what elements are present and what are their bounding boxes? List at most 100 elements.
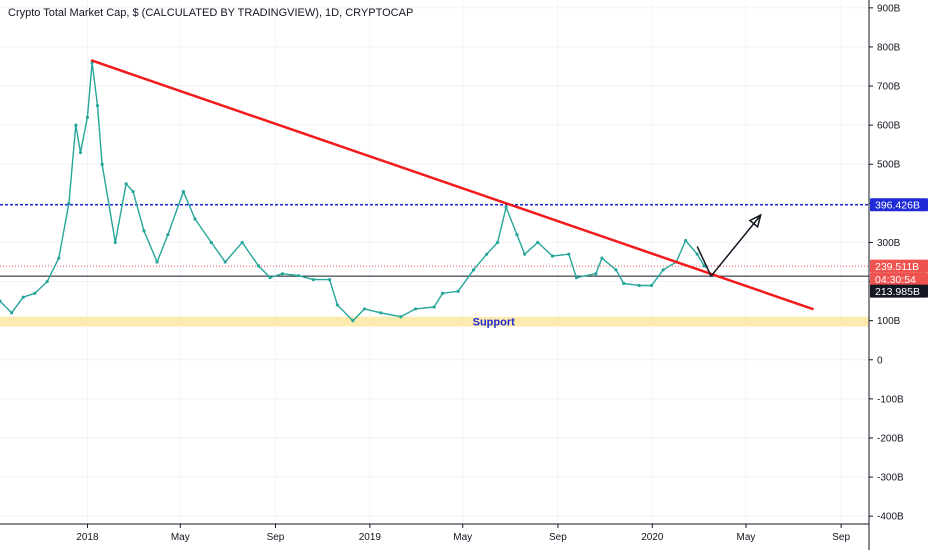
support-badge-label: 213.985B: [875, 286, 920, 298]
price-series-point: [600, 256, 604, 260]
price-series-point: [441, 291, 445, 295]
price-axis-tick-label: -300B: [877, 473, 904, 484]
price-series-point: [256, 264, 261, 268]
price-series-layer: [0, 60, 708, 323]
price-series-point: [113, 240, 117, 245]
price-series-point: [181, 190, 185, 194]
price-series-point: [695, 252, 699, 256]
price-axis-tick-label: -200B: [877, 433, 904, 444]
price-series-point: [131, 190, 135, 194]
price-series-point: [622, 281, 626, 286]
price-series-point: [495, 240, 500, 245]
price-series-point: [504, 205, 508, 209]
price-series-point: [240, 240, 244, 245]
last-price-badge: 239.511B 04:30:54: [870, 259, 928, 286]
price-series-point: [124, 182, 128, 186]
last-price-badge-bg: [870, 259, 928, 273]
price-series-point: [567, 252, 571, 256]
price-axis-tick-label: -100B: [877, 394, 904, 405]
price-series-point: [335, 303, 339, 307]
drawings-layer: [90, 59, 814, 311]
projection-arrow[interactable]: [696, 214, 762, 278]
price-series-point: [594, 272, 598, 276]
price-series-point: [297, 274, 301, 278]
price-series-point: [85, 115, 90, 119]
price-series-point: [100, 162, 104, 166]
price-series-point: [33, 291, 37, 295]
price-series-point: [74, 123, 78, 127]
support-zone-label: Support: [473, 317, 515, 329]
price-series-point: [649, 283, 654, 288]
price-series-point: [456, 289, 460, 293]
price-series-point: [379, 311, 383, 315]
price-series-point: [515, 233, 519, 237]
price-axis-tick-label: 100B: [877, 316, 901, 327]
support-zone: [0, 316, 869, 327]
price-series-point: [661, 268, 665, 272]
price-series-point: [10, 311, 14, 315]
price-series-point: [432, 305, 436, 309]
resistance-badge-bg: [870, 198, 928, 212]
price-badges-layer: 396.426B 239.511B 04:30:54 213.985B: [870, 198, 928, 298]
price-series-point: [684, 238, 688, 243]
price-axis-tick-label: 900B: [877, 3, 901, 14]
resistance-badge-label: 396.426B: [875, 200, 920, 212]
price-series-point: [362, 307, 367, 311]
price-series-point: [523, 252, 527, 256]
resistance-badge: 396.426B: [870, 198, 928, 212]
support-badge: 213.985B: [870, 284, 928, 298]
price-series-point: [193, 217, 197, 221]
time-axis-tick-label: May: [453, 532, 472, 543]
price-series-point: [311, 277, 315, 282]
support-zone-layer: Support: [0, 317, 869, 329]
countdown-badge-bg: [870, 272, 928, 286]
price-series-point: [637, 283, 641, 288]
chart-title: Crypto Total Market Cap, $ (CALCULATED B…: [8, 7, 413, 19]
price-series-point: [550, 254, 555, 258]
price-series-point: [268, 276, 272, 280]
price-axis-tick-label: 600B: [877, 121, 901, 132]
price-series-point: [166, 233, 170, 237]
last-price-badge-label: 239.511B: [875, 261, 919, 273]
price-series-point: [399, 315, 403, 319]
price-series-point: [328, 277, 332, 282]
axes-layer: 900B800B700B600B500B400B300B200B100B0-10…: [0, 0, 904, 550]
price-series-point: [155, 260, 159, 264]
time-axis-tick-label: 2018: [76, 532, 99, 543]
price-series-point: [57, 256, 61, 260]
time-axis-tick-label: May: [737, 532, 756, 543]
price-series-point: [95, 103, 100, 108]
time-axis-tick-label: Sep: [549, 532, 567, 543]
countdown-badge-label: 04:30:54: [875, 274, 916, 286]
price-series-point: [0, 299, 2, 303]
price-axis-tick-label: 700B: [877, 82, 901, 93]
price-series-point: [21, 295, 25, 299]
support-badge-bg: [870, 284, 928, 298]
time-axis-tick-label: 2019: [359, 532, 382, 543]
descending-trendline[interactable]: [90, 59, 814, 311]
price-series-point: [209, 240, 213, 245]
price-series-point: [223, 260, 227, 264]
price-series-point: [280, 272, 285, 276]
time-axis-tick-label: Sep: [832, 532, 850, 543]
price-axis-tick-label: 0: [877, 355, 883, 366]
price-axis-tick-label: 800B: [877, 42, 901, 53]
price-series-point: [471, 268, 476, 272]
price-series-point: [142, 229, 146, 233]
price-series-point: [485, 252, 489, 256]
price-series-point: [536, 240, 540, 245]
price-series-point: [78, 150, 83, 155]
projection-arrowhead: [748, 213, 762, 229]
price-series-point: [574, 276, 579, 280]
price-series-point: [413, 307, 418, 311]
price-axis-tick-label: -400B: [877, 512, 904, 523]
price-series-point: [45, 279, 49, 284]
price-series-point: [351, 319, 355, 323]
price-axis-tick-label: 500B: [877, 160, 901, 171]
price-series-point: [67, 201, 71, 205]
level-lines-layer: [0, 203, 869, 277]
price-axis-tick-label: 300B: [877, 238, 901, 249]
time-axis-ticks[interactable]: 2018 May Sep 2019 May Sep 2020 May Sep: [76, 524, 850, 543]
